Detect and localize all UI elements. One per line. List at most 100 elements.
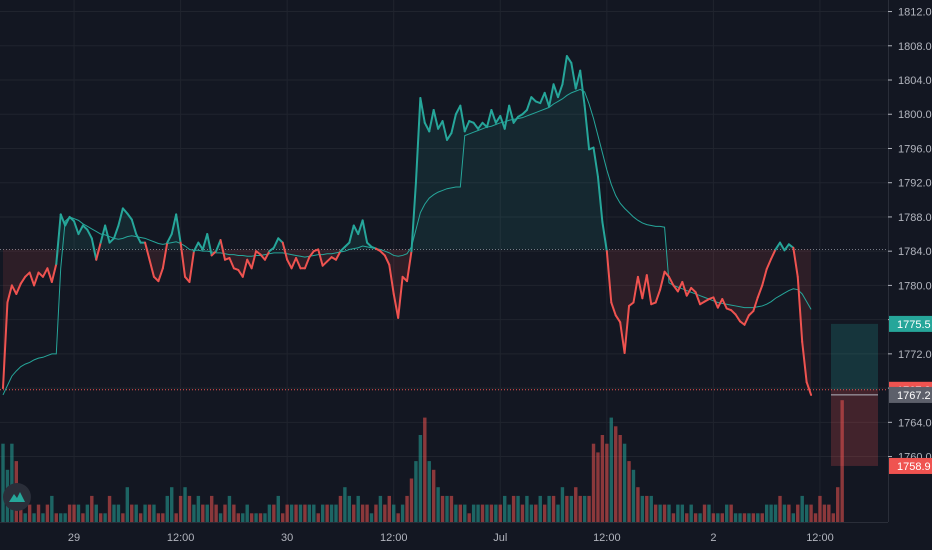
price-segment [432, 108, 440, 130]
volume-bar [352, 504, 356, 522]
price-segment [521, 108, 528, 116]
volume-bar [387, 495, 391, 522]
position-box [831, 323, 878, 466]
volume-bar [409, 478, 414, 522]
volume-bar [525, 495, 529, 522]
price-segment [659, 270, 666, 291]
price-segment [676, 280, 684, 293]
price-segment [752, 296, 759, 313]
price-segment [170, 213, 178, 236]
price-segment [783, 243, 790, 252]
price-segment [339, 245, 346, 253]
volume-bar [627, 461, 631, 522]
x-tick-label: 30 [281, 532, 293, 544]
volume-bar [143, 504, 147, 522]
volume-bar [303, 504, 307, 522]
price-segment [46, 267, 53, 283]
volume-bar [804, 504, 809, 522]
volume-bar [689, 504, 693, 522]
price-segment [450, 113, 457, 135]
price-segment [583, 104, 591, 151]
volume-bar [54, 513, 58, 522]
price-segment [672, 284, 679, 293]
price-segment [645, 274, 653, 306]
volume-bar [112, 504, 116, 522]
volume-bar [183, 487, 187, 522]
price-segment [596, 175, 604, 224]
price-segment [281, 241, 289, 261]
volume-bar [258, 513, 263, 522]
volume-bar [591, 443, 596, 522]
volume-bar [809, 504, 813, 522]
price-segment [632, 275, 639, 304]
volume-bar [529, 504, 534, 522]
price-segment [419, 96, 426, 124]
price-segment [90, 237, 98, 261]
price-segment [286, 258, 293, 270]
price-segment [508, 104, 515, 124]
x-axis[interactable]: 29 12:00 30 12:00 Jul 12:00 2 12:00 [68, 532, 834, 544]
price-segment [192, 241, 200, 253]
volume-bar [698, 513, 702, 522]
volume-bar [676, 504, 680, 522]
price-segment [201, 233, 209, 251]
price-segment [525, 96, 533, 111]
price-segment [623, 304, 631, 355]
y-tick-label: 1796.0 [898, 143, 932, 155]
price-segment [441, 120, 448, 141]
price-segment [503, 104, 511, 130]
price-segment [272, 237, 280, 249]
price-segment [166, 233, 173, 244]
up-fill-area [3, 56, 812, 250]
price-segment [366, 241, 373, 248]
volume-bar [281, 513, 285, 522]
tradingview-logo-icon[interactable] [3, 483, 31, 511]
volume-bar [769, 504, 773, 522]
volume-bar [205, 504, 209, 522]
volume-bar [223, 504, 227, 522]
volume-bar [711, 513, 716, 522]
price-segment [179, 241, 187, 278]
price-segment [770, 248, 777, 260]
volume-bar [343, 487, 347, 522]
price-segment [406, 250, 413, 283]
volume-bar [560, 487, 565, 522]
volume-bar [27, 504, 32, 522]
volume-bar [383, 504, 387, 522]
position-target-zone [831, 323, 878, 390]
volume-bar [374, 504, 378, 522]
volume-bar [476, 504, 480, 522]
x-tick-label: 12:00 [806, 532, 834, 544]
price-segment [565, 55, 573, 64]
price-segment [690, 286, 697, 294]
price-segment [117, 207, 124, 227]
volume-bar [596, 452, 600, 522]
volume-bar [578, 495, 582, 522]
volume-bar [378, 495, 383, 522]
volume-bar [778, 495, 782, 522]
price-segment [343, 241, 351, 248]
volume-bar [813, 513, 818, 522]
volume-bar [263, 513, 267, 522]
volume-bar [392, 504, 396, 522]
volume-bar [636, 487, 640, 522]
price-segment [730, 309, 737, 316]
down-fill-area [3, 249, 812, 395]
price-segment [263, 250, 271, 261]
volume-bar [489, 504, 494, 522]
price-segment [326, 256, 333, 263]
price-segment [295, 257, 302, 270]
price-segment [668, 275, 675, 287]
price-segment [290, 257, 298, 270]
price-segment [241, 258, 249, 278]
price-segment [108, 237, 115, 244]
volume-bar [272, 504, 276, 522]
volume-bar [134, 504, 138, 522]
volume-bar [454, 504, 458, 522]
y-tick-label: 1788.0 [898, 212, 932, 224]
volume-bar [827, 504, 831, 522]
price-segment [19, 275, 27, 285]
price-segment [428, 108, 435, 133]
